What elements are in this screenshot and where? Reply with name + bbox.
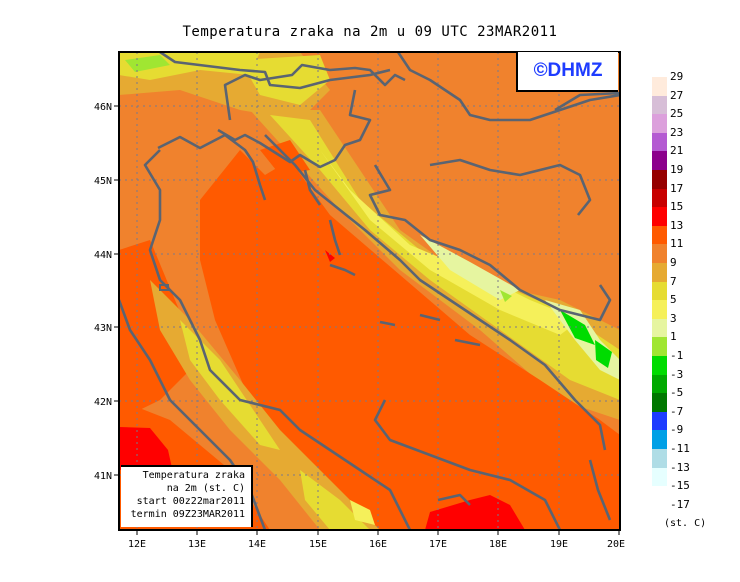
lon-label: 17E — [429, 539, 447, 550]
colorbar-label: 15 — [670, 200, 684, 214]
colorbar-swatch — [652, 467, 667, 487]
colorbar-swatch — [652, 114, 667, 133]
colorbar-label: -15 — [670, 479, 690, 493]
info-line: na 2m (st. C) — [166, 483, 245, 494]
info-line: start 00z22mar2011 — [136, 496, 245, 507]
colorbar-label: -17 — [670, 497, 690, 511]
lon-labels: 12E 13E 14E 15E 16E 17E 18E 19E 20E — [128, 539, 625, 550]
colorbar-swatch — [652, 393, 667, 412]
lon-label: 14E — [248, 539, 266, 550]
coastlines-borders — [119, 52, 620, 530]
colorbar-label: -5 — [670, 386, 684, 400]
colorbar-swatch — [652, 374, 667, 394]
colorbar-label: 27 — [670, 88, 684, 102]
colorbar-label: -3 — [670, 367, 684, 381]
colorbar-label: 13 — [670, 218, 684, 232]
colorbar-label: 19 — [670, 163, 684, 176]
colorbar-label: 29 — [670, 70, 684, 83]
lat-label: 44N — [94, 250, 112, 261]
lat-labels: 46N 45N 44N 43N 42N 41N — [94, 102, 112, 482]
colorbar-swatch — [652, 132, 667, 152]
colorbar-swatch — [652, 77, 667, 96]
info-line: Temperatura zraka — [142, 470, 245, 481]
colorbar-swatch — [652, 95, 667, 115]
colorbar-swatch — [652, 356, 667, 375]
colorbar-label: 9 — [670, 256, 677, 269]
colorbar-swatch — [652, 207, 667, 226]
colorbar-swatch — [652, 430, 667, 449]
colorbar-swatch — [652, 300, 667, 319]
colorbar-label: 11 — [670, 237, 684, 251]
map-info-box: Temperatura zraka na 2m (st. C) start 00… — [121, 465, 253, 527]
colorbar-swatch — [652, 318, 667, 338]
temperature-field — [119, 52, 620, 530]
colorbar-label: -1 — [670, 349, 684, 362]
lat-label: 42N — [94, 397, 112, 408]
info-line: termin 09Z23MAR2011 — [130, 509, 245, 520]
colorbar-label: 1 — [670, 330, 677, 344]
lon-label: 18E — [489, 539, 507, 550]
lat-label: 43N — [94, 323, 112, 334]
axis-ticks — [114, 105, 620, 535]
map-title: Temperatura zraka na 2m u 09 UTC 23MAR20… — [182, 24, 558, 40]
lon-label: 19E — [550, 539, 568, 550]
colorbar-swatch — [652, 263, 667, 282]
colorbar-label: -9 — [670, 423, 684, 437]
colorbar-label: 21 — [670, 144, 684, 158]
colorbar-label: -11 — [670, 442, 690, 455]
colorbar-swatch — [652, 244, 667, 263]
lat-label: 41N — [94, 471, 112, 482]
lon-label: 15E — [309, 539, 327, 550]
lon-label: 16E — [369, 539, 387, 550]
lat-label: 46N — [94, 102, 112, 113]
colorbar-swatch — [652, 225, 667, 245]
colorbar-swatch — [652, 449, 667, 468]
colorbar-swatch — [652, 281, 667, 301]
lon-label: 20E — [607, 539, 625, 550]
map-frame — [118, 51, 621, 531]
colorbar-swatch — [652, 170, 667, 189]
colorbar-label: -13 — [670, 460, 690, 474]
colorbar-label: 7 — [670, 274, 677, 288]
colorbar-label: 5 — [670, 293, 677, 307]
colorbar-swatch — [652, 337, 667, 356]
colorbar-swatch — [652, 411, 667, 431]
colorbar-swatch — [652, 151, 667, 170]
lon-label: 13E — [188, 539, 206, 550]
lon-label: 12E — [128, 539, 146, 550]
lat-label: 45N — [94, 176, 112, 187]
colorbar-label: 3 — [670, 311, 677, 325]
colorbar-unit: (st. C) — [664, 518, 707, 529]
colorbar-label: 17 — [670, 181, 684, 195]
colorbar-label: 23 — [670, 125, 684, 139]
colorbar-swatch — [652, 188, 667, 208]
dhmz-logo: ©DHMZ — [516, 52, 618, 92]
colorbar-label: 25 — [670, 107, 684, 121]
colorbar-label: -7 — [670, 404, 684, 418]
